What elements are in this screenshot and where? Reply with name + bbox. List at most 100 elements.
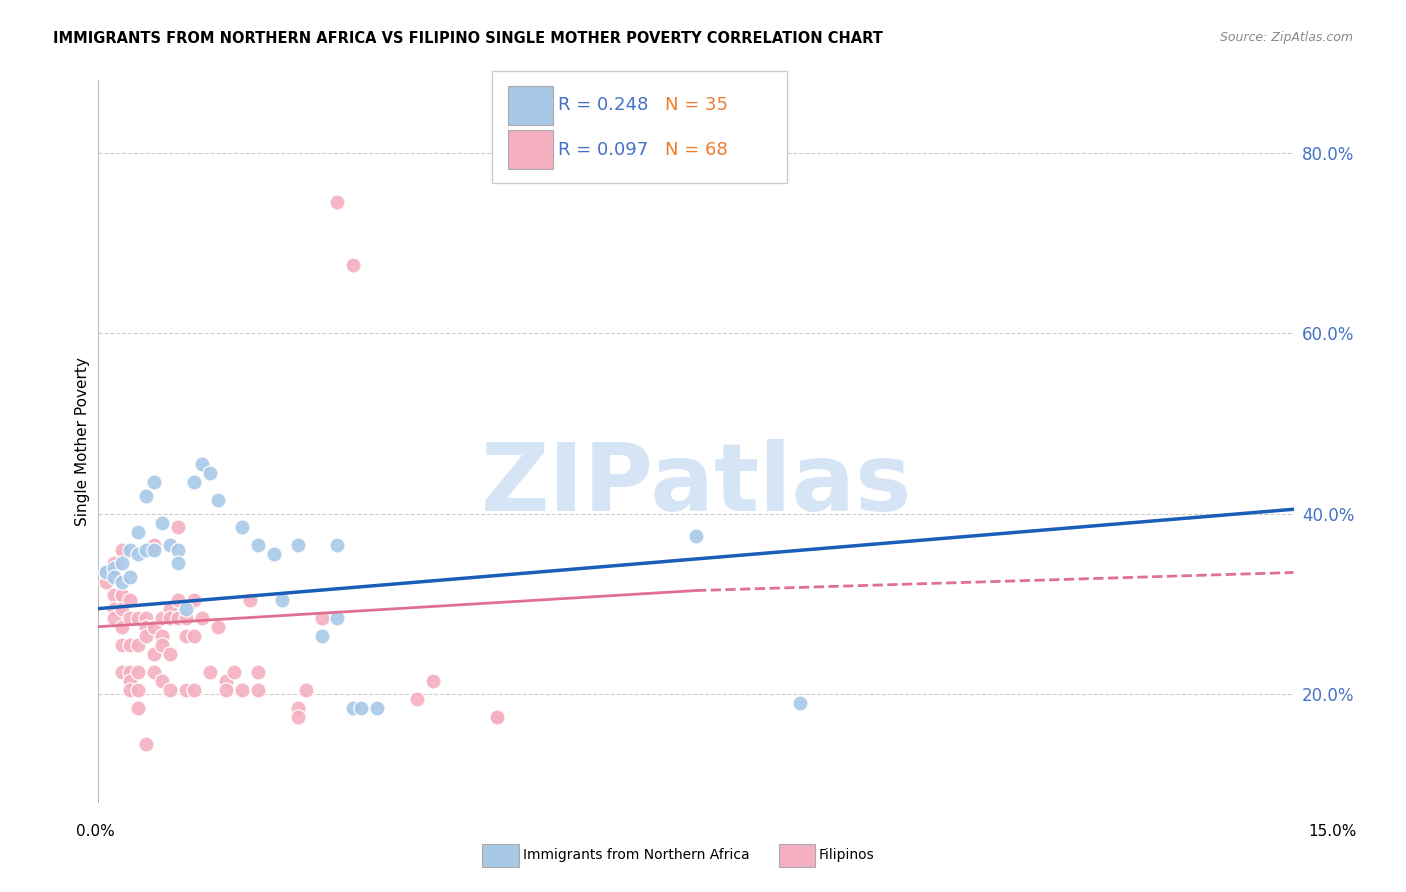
Point	[135, 489, 157, 503]
Point	[685, 529, 707, 543]
Point	[103, 561, 125, 575]
Text: Immigrants from Northern Africa: Immigrants from Northern Africa	[523, 848, 749, 863]
Point	[350, 701, 373, 715]
Point	[143, 647, 166, 661]
Point	[231, 520, 253, 534]
Point	[150, 638, 173, 652]
Point	[406, 692, 429, 706]
Point	[198, 665, 221, 679]
Point	[120, 682, 142, 697]
Text: Filipinos: Filipinos	[818, 848, 875, 863]
Point	[191, 457, 214, 471]
Point	[239, 592, 262, 607]
Point	[207, 493, 229, 508]
Point	[135, 629, 157, 643]
Point	[183, 475, 205, 490]
Point	[111, 557, 134, 571]
Text: IMMIGRANTS FROM NORTHERN AFRICA VS FILIPINO SINGLE MOTHER POVERTY CORRELATION CH: IMMIGRANTS FROM NORTHERN AFRICA VS FILIP…	[53, 31, 883, 46]
Point	[103, 601, 125, 615]
Point	[103, 610, 125, 624]
Point	[159, 538, 181, 552]
Point	[326, 195, 349, 210]
Point	[127, 638, 149, 652]
Point	[270, 592, 292, 607]
Point	[246, 538, 269, 552]
Point	[287, 538, 309, 552]
Point	[342, 701, 364, 715]
Point	[215, 673, 238, 688]
Point	[127, 524, 149, 539]
Point	[222, 665, 245, 679]
Point	[96, 574, 118, 589]
Point	[174, 682, 197, 697]
Point	[143, 665, 166, 679]
Point	[167, 557, 190, 571]
Point	[485, 710, 508, 724]
Point	[342, 259, 364, 273]
Point	[159, 647, 181, 661]
Point	[246, 682, 269, 697]
Point	[159, 610, 181, 624]
Point	[111, 601, 134, 615]
Point	[127, 665, 149, 679]
Point	[111, 665, 134, 679]
Point	[150, 673, 173, 688]
Point	[263, 548, 285, 562]
Point	[127, 682, 149, 697]
Point	[167, 542, 190, 557]
Text: Source: ZipAtlas.com: Source: ZipAtlas.com	[1219, 31, 1353, 45]
Point	[103, 588, 125, 602]
Point	[111, 542, 134, 557]
Point	[326, 538, 349, 552]
Point	[287, 710, 309, 724]
Point	[135, 620, 157, 634]
Point	[183, 592, 205, 607]
Point	[150, 516, 173, 530]
Point	[120, 592, 142, 607]
Point	[159, 601, 181, 615]
Point	[135, 737, 157, 751]
Point	[127, 701, 149, 715]
Point	[96, 566, 118, 580]
Point	[111, 638, 134, 652]
Point	[143, 538, 166, 552]
Point	[167, 592, 190, 607]
Text: R = 0.097: R = 0.097	[558, 141, 648, 159]
Point	[127, 548, 149, 562]
Point	[231, 682, 253, 697]
Text: 15.0%: 15.0%	[1309, 824, 1357, 838]
Y-axis label: Single Mother Poverty: Single Mother Poverty	[75, 357, 90, 526]
Point	[111, 620, 134, 634]
Point	[111, 574, 134, 589]
Point	[120, 570, 142, 584]
Point	[183, 629, 205, 643]
Point	[96, 566, 118, 580]
Point	[150, 610, 173, 624]
Point	[167, 520, 190, 534]
Text: N = 68: N = 68	[665, 141, 728, 159]
Point	[120, 610, 142, 624]
Point	[174, 629, 197, 643]
Point	[120, 542, 142, 557]
Point	[103, 570, 125, 584]
Point	[198, 466, 221, 480]
Point	[294, 682, 316, 697]
Point	[103, 557, 125, 571]
Point	[215, 682, 238, 697]
Point	[287, 701, 309, 715]
Point	[135, 610, 157, 624]
Point	[183, 682, 205, 697]
Point	[143, 475, 166, 490]
Point	[789, 697, 811, 711]
Point	[135, 542, 157, 557]
Point	[143, 542, 166, 557]
Text: 0.0%: 0.0%	[76, 824, 115, 838]
Point	[485, 710, 508, 724]
Point	[311, 610, 333, 624]
Point	[366, 701, 388, 715]
Text: ZIPatlas: ZIPatlas	[481, 439, 911, 531]
Text: N = 35: N = 35	[665, 96, 728, 114]
Point	[111, 588, 134, 602]
Point	[207, 620, 229, 634]
Point	[174, 601, 197, 615]
